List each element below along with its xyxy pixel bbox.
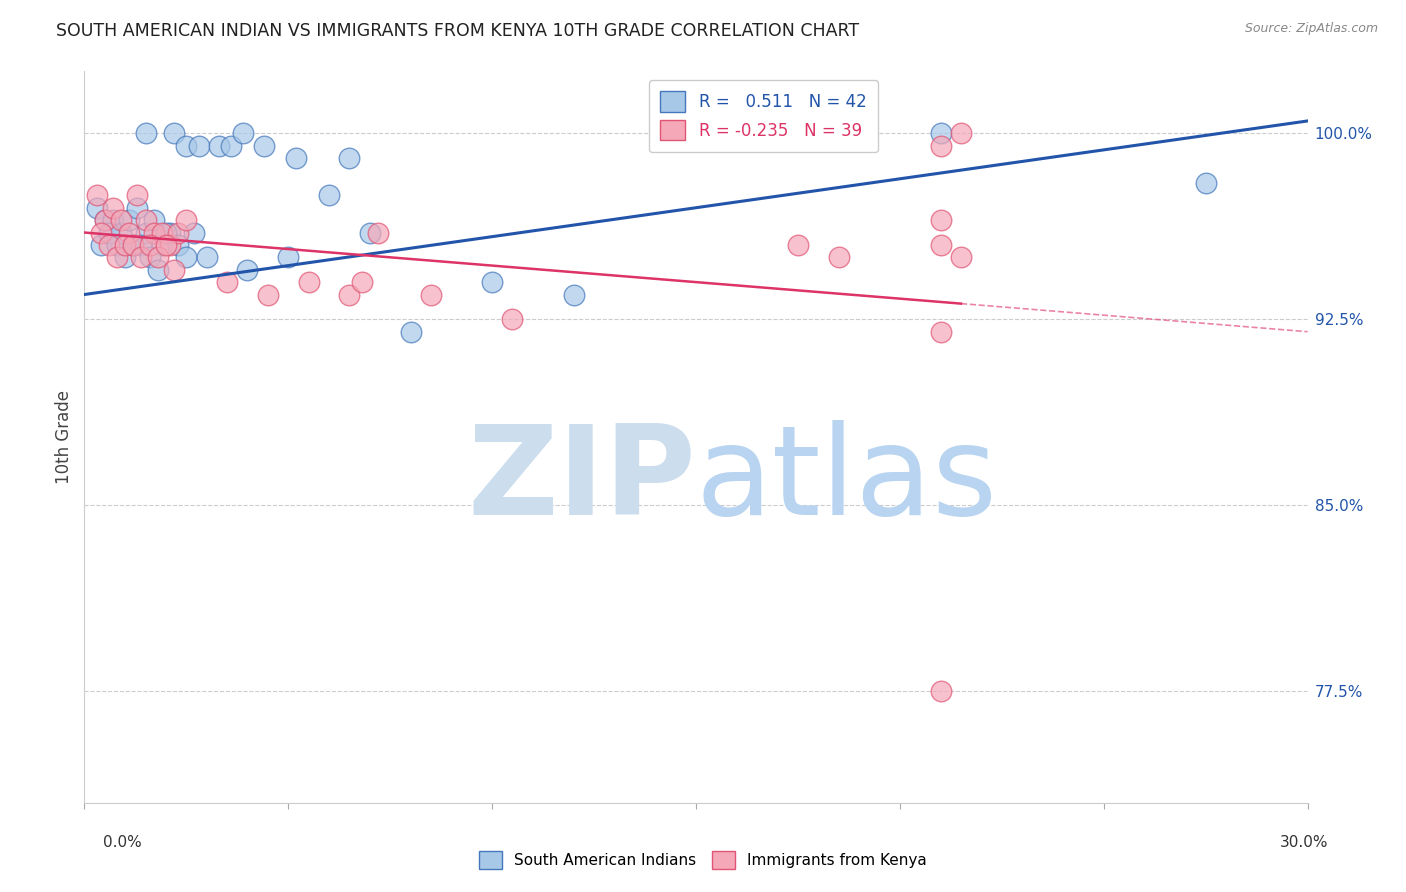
Point bbox=[163, 262, 186, 277]
Point bbox=[950, 126, 973, 140]
Text: Source: ZipAtlas.com: Source: ZipAtlas.com bbox=[1244, 22, 1378, 36]
Point bbox=[118, 226, 141, 240]
Point bbox=[285, 151, 308, 165]
Point bbox=[236, 262, 259, 277]
Point bbox=[257, 287, 280, 301]
Y-axis label: 10th Grade: 10th Grade bbox=[55, 390, 73, 484]
Point bbox=[131, 250, 153, 264]
Point bbox=[114, 238, 136, 252]
Point bbox=[90, 226, 112, 240]
Point bbox=[146, 250, 169, 264]
Point bbox=[155, 226, 177, 240]
Point bbox=[105, 238, 128, 252]
Point bbox=[219, 138, 242, 153]
Point bbox=[929, 126, 952, 140]
Point bbox=[195, 250, 218, 264]
Point bbox=[399, 325, 422, 339]
Point bbox=[339, 151, 361, 165]
Point bbox=[367, 226, 389, 240]
Point bbox=[97, 238, 120, 252]
Point bbox=[159, 238, 181, 252]
Point bbox=[86, 188, 108, 202]
Point bbox=[787, 238, 810, 252]
Point bbox=[167, 238, 190, 252]
Point bbox=[929, 213, 952, 227]
Point bbox=[146, 262, 169, 277]
Point bbox=[93, 213, 115, 227]
Text: 30.0%: 30.0% bbox=[1281, 836, 1329, 850]
Point bbox=[502, 312, 524, 326]
Point bbox=[122, 238, 145, 252]
Point bbox=[101, 201, 124, 215]
Point bbox=[118, 213, 141, 227]
Point bbox=[828, 250, 851, 264]
Point bbox=[174, 138, 197, 153]
Point bbox=[155, 238, 177, 252]
Point bbox=[138, 250, 160, 264]
Point bbox=[127, 188, 149, 202]
Point bbox=[929, 138, 952, 153]
Point bbox=[950, 250, 973, 264]
Text: SOUTH AMERICAN INDIAN VS IMMIGRANTS FROM KENYA 10TH GRADE CORRELATION CHART: SOUTH AMERICAN INDIAN VS IMMIGRANTS FROM… bbox=[56, 22, 859, 40]
Point bbox=[110, 213, 132, 227]
Point bbox=[90, 238, 112, 252]
Point bbox=[135, 126, 157, 140]
Point bbox=[131, 238, 153, 252]
Point bbox=[159, 226, 181, 240]
Point bbox=[142, 226, 165, 240]
Point bbox=[217, 275, 239, 289]
Point bbox=[350, 275, 373, 289]
Point bbox=[929, 684, 952, 698]
Point bbox=[183, 226, 205, 240]
Point bbox=[208, 138, 231, 153]
Point bbox=[277, 250, 299, 264]
Text: 0.0%: 0.0% bbox=[103, 836, 142, 850]
Legend: South American Indians, Immigrants from Kenya: South American Indians, Immigrants from … bbox=[474, 845, 932, 875]
Point bbox=[420, 287, 443, 301]
Point bbox=[150, 238, 173, 252]
Point bbox=[929, 325, 952, 339]
Point bbox=[110, 226, 132, 240]
Point bbox=[101, 213, 124, 227]
Point bbox=[187, 138, 209, 153]
Point bbox=[150, 226, 173, 240]
Text: atlas: atlas bbox=[696, 420, 998, 541]
Point bbox=[318, 188, 340, 202]
Point bbox=[114, 250, 136, 264]
Point bbox=[105, 250, 128, 264]
Text: ZIP: ZIP bbox=[467, 420, 696, 541]
Point bbox=[97, 226, 120, 240]
Point bbox=[142, 213, 165, 227]
Point bbox=[135, 226, 157, 240]
Point bbox=[1195, 176, 1218, 190]
Point bbox=[929, 238, 952, 252]
Point bbox=[135, 213, 157, 227]
Point bbox=[93, 213, 115, 227]
Point bbox=[127, 201, 149, 215]
Point bbox=[174, 250, 197, 264]
Legend: R =   0.511   N = 42, R = -0.235   N = 39: R = 0.511 N = 42, R = -0.235 N = 39 bbox=[648, 79, 877, 152]
Point bbox=[174, 213, 197, 227]
Point bbox=[562, 287, 585, 301]
Point bbox=[138, 238, 160, 252]
Point bbox=[163, 126, 186, 140]
Point bbox=[253, 138, 276, 153]
Point bbox=[481, 275, 503, 289]
Point bbox=[86, 201, 108, 215]
Point bbox=[359, 226, 381, 240]
Point bbox=[298, 275, 321, 289]
Point bbox=[167, 226, 190, 240]
Point bbox=[339, 287, 361, 301]
Point bbox=[122, 238, 145, 252]
Point bbox=[232, 126, 254, 140]
